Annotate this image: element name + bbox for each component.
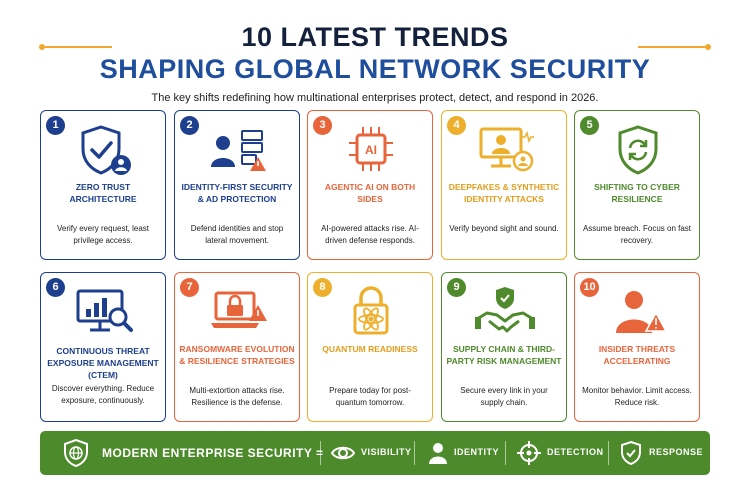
trend-description: Secure every link in your supply chain. [460,386,548,407]
trend-title: ZERO TRUST ARCHITECTURE [69,182,137,204]
user-server-alert-icon [211,130,266,171]
trend-description: Verify beyond sight and sound. [449,224,559,233]
trend-description: Assume breach. Focus on fast recovery. [582,224,692,245]
trend-description: Multi-extortion attacks rise. Resilience… [189,386,285,407]
trend-title: SHIFTING TO CYBER RESILIENCE [594,182,680,204]
shield-check-icon [621,440,641,466]
trend-title: AGENTIC AI ON BOTH SIDES [324,182,416,204]
trend-card-3: 3 AI AGENTIC AI ON BOTH SIDES AI-powered… [307,110,433,260]
ai-chip-icon: AI [349,127,393,171]
trend-card-2: 2 IDENTITY-FIRST SECURITY & AD PROTECTIO… [174,110,300,260]
quantum-lock-icon [353,286,389,335]
banner-text: MODERN ENTERPRISE SECURITY = [102,446,324,460]
banner-divider [320,441,321,465]
trend-card-10: 10 INSIDER THREATS ACCELERATING Monitor … [574,272,700,422]
eye-icon [330,446,356,460]
trend-title: RANSOMWARE EVOLUTION & RESILIENCE STRATE… [179,344,295,366]
banner-divider [505,441,506,465]
pillar-visibility: VISIBILITY [361,447,412,457]
trend-number: 3 [313,116,332,135]
globe-shield-icon [64,439,88,467]
summary-banner: MODERN ENTERPRISE SECURITY = VISIBILITY … [40,431,710,475]
trend-card-7: 7 RANSOMWARE EVOLUTION & RESILIENCE STRA… [174,272,300,422]
trend-card-8: 8 QUANTUM READINESS Prepare today for po… [307,272,433,422]
trend-description: Monitor behavior. Limit access. Reduce r… [582,386,692,407]
trend-title: DEEPFAKES & SYNTHETIC IDENTITY ATTACKS [448,182,560,204]
banner-divider [414,441,415,465]
trend-card-5: 5 SHIFTING TO CYBER RESILIENCE Assume br… [574,110,700,260]
trend-description: Verify every request, least privilege ac… [56,224,150,245]
trend-title: IDENTITY-FIRST SECURITY & AD PROTECTION [181,182,293,204]
laptop-lock-alert-icon [211,291,267,328]
trend-title: INSIDER THREATS ACCELERATING [598,344,676,366]
trend-number: 4 [447,116,466,135]
trend-number: 5 [580,116,599,135]
page-title: 10 LATEST TRENDS [241,22,509,52]
trend-title: CONTINUOUS THREAT EXPOSURE MANAGEMENT (C… [47,346,159,380]
user-alert-icon [616,291,668,333]
trend-number: 2 [180,116,199,135]
pillar-detection: DETECTION [547,447,604,457]
trend-card-9: 9 SUPPLY CHAIN & THIRD-PARTY RISK MANAGE… [441,272,567,422]
trend-number: 9 [447,278,466,297]
svg-text:AI: AI [365,143,377,157]
pillar-identity: IDENTITY [454,447,500,457]
trend-description: AI-powered attacks rise. AI-driven defen… [321,224,419,245]
trend-title: QUANTUM READINESS [322,344,418,354]
trend-description: Defend identities and stop lateral movem… [190,224,284,245]
trend-card-4: 4 DEEPFAKES & SYNTHETIC IDENTITY ATTACKS… [441,110,567,260]
person-icon [429,443,447,464]
header-ornament-left [39,44,112,50]
page-title-line2: SHAPING GLOBAL NETWORK SECURITY [99,54,651,84]
trend-number: 1 [46,116,65,135]
trend-number: 7 [180,278,199,297]
trend-number: 8 [313,278,332,297]
handshake-shield-icon [475,287,535,333]
shield-refresh-icon [618,125,658,175]
pillar-response: RESPONSE [649,447,704,457]
trend-description: Prepare today for post-quantum tomorrow. [329,386,411,407]
trend-number: 6 [46,278,65,297]
trend-card-1: 1 ZERO TRUST ARCHITECTURE Verify every r… [40,110,166,260]
monitor-magnifier-icon [76,289,133,332]
banner-divider [608,441,609,465]
trend-number: 10 [580,278,599,297]
trend-title: SUPPLY CHAIN & THIRD-PARTY RISK MANAGEME… [446,344,562,366]
trend-description: Discover everything. Reduce exposure, co… [51,384,155,405]
trend-card-6: 6 CONTINUOUS THREAT EXPOSURE MANAGEMENT … [40,272,166,422]
crosshair-icon [517,441,541,465]
header-ornament-right [638,44,711,50]
page-subtitle: The key shifts redefining how multinatio… [151,92,599,104]
shield-check-user-icon [81,125,131,175]
monitor-user-icon [479,127,534,172]
